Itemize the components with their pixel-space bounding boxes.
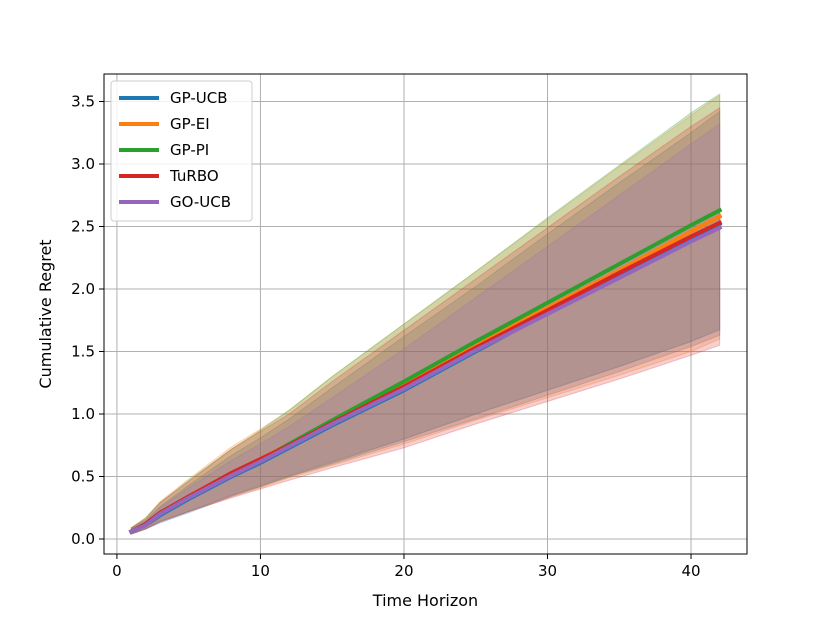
x-tick-label: 0	[112, 562, 122, 580]
y-tick-label: 3.0	[71, 155, 95, 173]
legend: GP-UCB GP-EI GP-PI TuRBO GO-UCB	[110, 80, 253, 222]
x-tick-label: 20	[394, 562, 413, 580]
band-gp-pi	[130, 93, 721, 535]
x-axis-label: Time Horizon	[372, 591, 478, 610]
y-tick-label: 3.5	[71, 93, 95, 111]
y-tick-label: 2.0	[71, 280, 95, 298]
band-turbo	[130, 106, 721, 535]
plot-frame	[103, 73, 748, 555]
y-tick-label: 1.5	[71, 343, 95, 361]
legend-label-gp-pi: GP-PI	[170, 141, 209, 159]
line-go-ucb	[128, 225, 723, 535]
x-tick-label: 10	[251, 562, 270, 580]
legend-label-gp-ei: GP-EI	[170, 115, 210, 133]
y-tick-label: 0.5	[71, 468, 95, 486]
legend-label-gp-ucb: GP-UCB	[170, 89, 228, 107]
series-lines	[128, 207, 723, 535]
y-tick-label: 1.0	[71, 405, 95, 423]
x-tick-label: 30	[538, 562, 557, 580]
band-gp-ucb	[130, 110, 721, 535]
y-axis-label: Cumulative Regret	[36, 239, 55, 388]
legend-label-go-ucb: GO-UCB	[170, 193, 231, 211]
legend-label-turbo: TuRBO	[169, 167, 219, 185]
grid	[104, 74, 747, 554]
confidence-bands	[130, 93, 721, 535]
band-gp-ei	[130, 94, 721, 535]
legend-frame	[110, 80, 253, 222]
y-tick-label: 0.0	[71, 530, 95, 548]
x-tick-label: 40	[681, 562, 700, 580]
band-go-ucb	[130, 123, 721, 535]
y-tick-label: 2.5	[71, 218, 95, 236]
axis-ticks: 0 10 20 30 40 0.0 0.5 1.0 1.5 2.0 2.5 3.0 3.5	[71, 93, 700, 581]
